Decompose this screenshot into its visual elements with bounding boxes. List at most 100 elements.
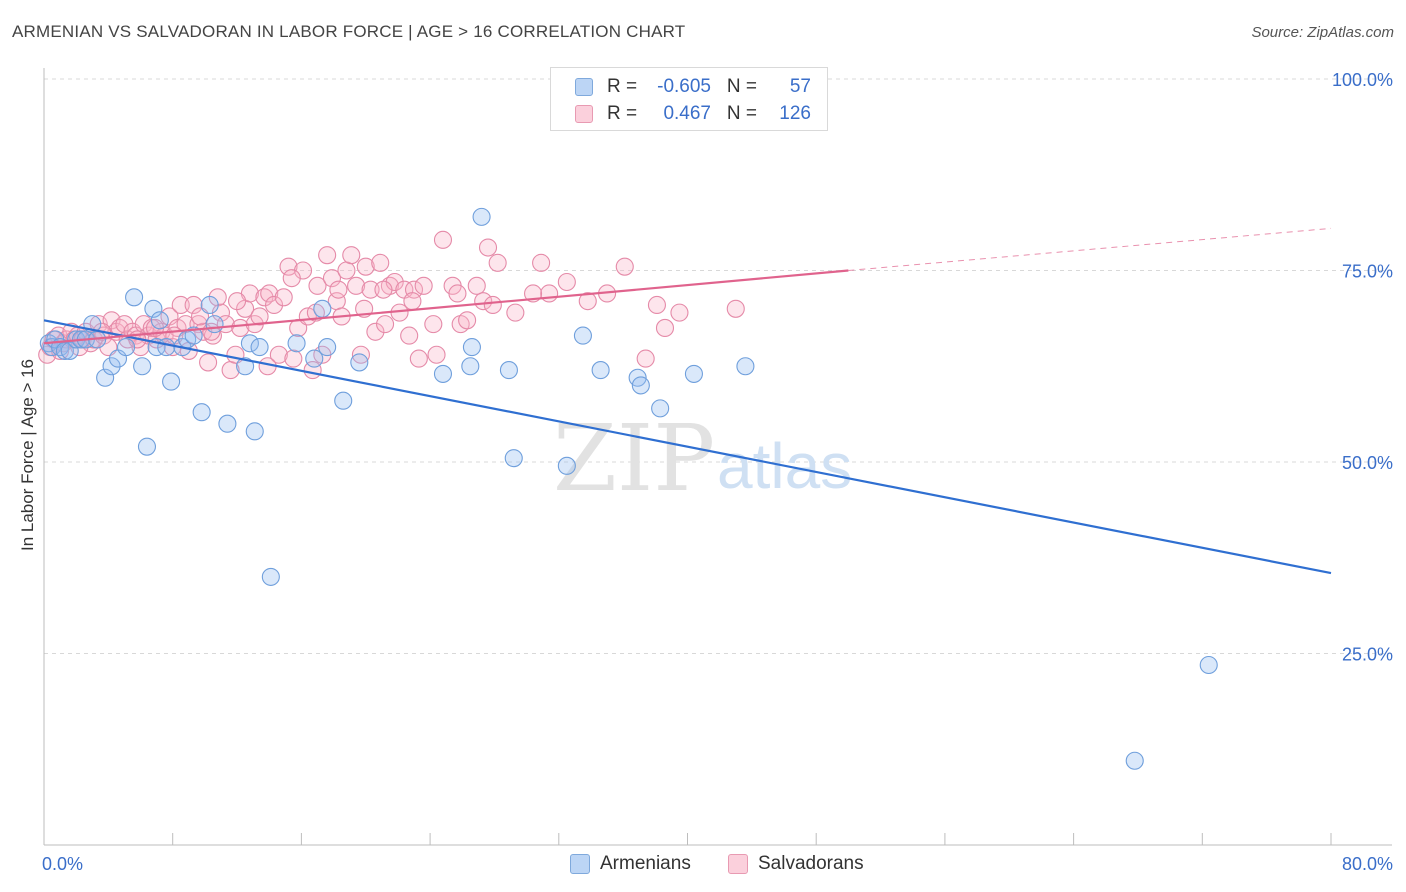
salvadoran-point	[458, 311, 477, 330]
legend-r-value: 0.467	[663, 103, 711, 124]
bottom-legend-label-salvadorans: Salvadorans	[758, 853, 864, 874]
salvadoran-point	[371, 253, 390, 272]
salvadoran-point	[282, 269, 301, 288]
salvadoran-point	[265, 295, 284, 315]
salvadoran-points	[38, 230, 745, 380]
y-tick-label: 25.0%	[1342, 645, 1393, 665]
salvadoran-point	[403, 292, 422, 311]
armenian-point	[96, 368, 115, 387]
salvadoran-point	[427, 345, 446, 364]
armenian-point	[504, 449, 523, 468]
chart-title: ARMENIAN VS SALVADORAN IN LABOR FORCE | …	[12, 22, 686, 41]
armenian-point	[137, 437, 157, 456]
armenian-point	[557, 456, 576, 475]
y-tick-label: 50.0%	[1342, 453, 1393, 473]
salvadoran-point	[474, 292, 493, 311]
y-axis-label: In Labor Force | Age > 16	[18, 358, 37, 552]
legend-r-label: R =	[607, 103, 638, 124]
armenian-point	[313, 299, 332, 318]
salvadoran-point	[615, 257, 634, 276]
armenian-point	[162, 372, 181, 391]
salvadoran-point	[284, 349, 303, 368]
salvadoran-point	[356, 257, 375, 276]
armenian-point	[287, 334, 306, 353]
armenian-point	[684, 364, 703, 383]
armenian-point	[261, 567, 280, 586]
salvadoran-point	[726, 299, 745, 318]
legend-r-value: -0.605	[657, 76, 711, 97]
salvadoran-point	[636, 349, 655, 368]
salvadoran-point	[337, 261, 356, 280]
salvadoran-point	[424, 315, 443, 334]
trend-lines	[43, 227, 1332, 575]
salvadoran-point	[231, 318, 250, 338]
y-tick-label: 75.0%	[1342, 262, 1393, 282]
salvadoran-point	[409, 349, 428, 368]
armenian-point	[334, 391, 353, 410]
source-label: Source: ZipAtlas.com	[1251, 24, 1394, 41]
salvadoran-point	[578, 292, 597, 311]
salvadoran-point	[366, 322, 385, 341]
salvadoran-point	[342, 246, 361, 265]
x-tick-label: 0.0%	[42, 854, 83, 874]
salvadoran-point	[414, 276, 433, 295]
legend-n-label: N =	[726, 76, 757, 97]
correlation-legend: R = -0.605 N = 57 R = 0.467 N = 126	[550, 67, 828, 131]
armenian-point	[573, 326, 592, 345]
salvadoran-point	[655, 318, 675, 338]
armenian-point	[116, 338, 136, 357]
armenian-point	[245, 422, 264, 441]
y-tick-label: 100.0%	[1332, 70, 1393, 90]
armenian-point	[350, 353, 369, 372]
bottom-legend-swatch-salvadorans	[728, 854, 748, 874]
salvadoran-point	[647, 295, 666, 315]
salvadoran-point	[347, 276, 366, 295]
legend-r-label: R =	[607, 76, 638, 97]
legend-row-salvadorans: R = 0.467 N = 126	[575, 101, 811, 127]
salvadoran-point	[184, 295, 203, 315]
salvadoran-point	[374, 280, 393, 299]
salvadoran-point	[670, 303, 689, 322]
salvadoran-point	[506, 303, 525, 322]
armenian-point	[318, 338, 337, 357]
axis-layer	[43, 68, 1392, 846]
salvadoran-point	[329, 280, 348, 299]
salvadoran-point	[274, 288, 293, 307]
salvadoran-point	[467, 276, 486, 295]
salvadoran-trend-line	[43, 269, 849, 345]
salvadoran-trend-extension	[848, 227, 1332, 271]
watermark-zip: ZIP	[553, 405, 715, 512]
armenian-point	[200, 295, 219, 315]
armenian-point	[462, 338, 481, 357]
salvadoran-point	[376, 315, 395, 334]
armenian-point	[461, 357, 480, 376]
bottom-legend-swatch-armenians	[570, 854, 590, 874]
salvadoran-point	[532, 253, 551, 272]
bottom-legend-salvadorans[interactable]: Salvadorans	[728, 851, 864, 877]
armenian-point	[651, 399, 670, 418]
salvadoran-point	[269, 345, 288, 364]
armenian-point	[184, 326, 203, 345]
x-tick-label: 80.0%	[1342, 854, 1393, 874]
salvadoran-point	[250, 307, 269, 326]
salvadoran-point	[488, 253, 507, 272]
armenian-point	[631, 376, 650, 395]
bottom-legend-label-armenians: Armenians	[600, 853, 691, 874]
armenian-point	[157, 338, 176, 357]
armenian-point	[433, 364, 453, 383]
armenian-point	[144, 299, 163, 318]
salvadoran-point	[308, 276, 327, 295]
bottom-legend-armenians[interactable]: Armenians	[570, 851, 691, 877]
armenian-point	[1125, 751, 1144, 770]
armenian-point	[250, 338, 269, 357]
salvadoran-point	[199, 353, 218, 372]
salvadoran-point	[448, 284, 467, 303]
salvadoran-point	[483, 295, 502, 315]
armenian-point	[150, 311, 169, 330]
armenian-point	[736, 357, 755, 376]
armenian-point	[60, 341, 79, 360]
legend-swatch-armenians	[575, 78, 593, 96]
watermark: ZIP atlas	[553, 405, 852, 512]
salvadoran-point	[557, 272, 576, 292]
